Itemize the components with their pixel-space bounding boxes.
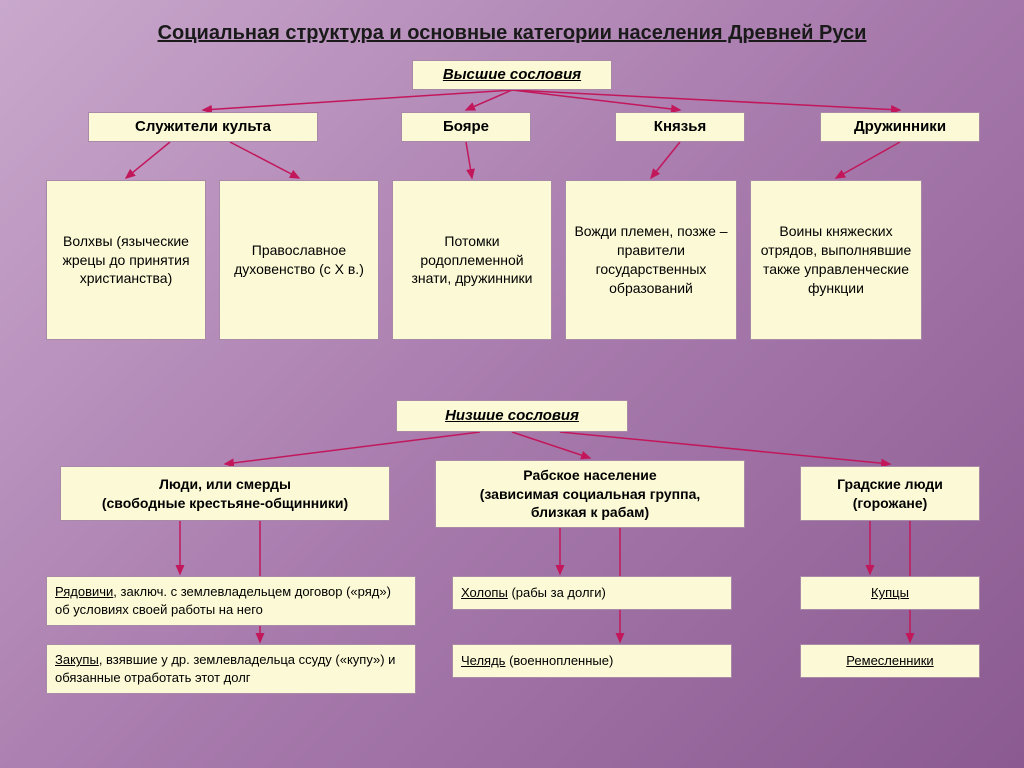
kupcy-term: Купцы <box>871 584 909 602</box>
kholopy-term: Холопы <box>461 585 508 600</box>
chelyad-rest: (военнопленные) <box>505 653 613 668</box>
zakupy-term: Закупы <box>55 652 99 667</box>
smerdy-l1: Люди, или смерды <box>159 475 291 494</box>
city-l2: (горожане) <box>853 494 928 513</box>
princes-category: Князья <box>615 112 745 142</box>
city-l1: Градские люди <box>837 475 943 494</box>
kholopy-box: Холопы (рабы за долги) <box>452 576 732 610</box>
ryadovichi-box: Рядовичи, заключ. с землевладельцем дого… <box>46 576 416 626</box>
princes-desc: Вожди племен, позже – правители государс… <box>565 180 737 340</box>
clergy-category: Служители культа <box>88 112 318 142</box>
lower-estates-header: Низшие сословия <box>396 400 628 432</box>
remesl-box: Ремесленники <box>800 644 980 678</box>
boyars-desc: Потомки родоплеменной знати, дружинники <box>392 180 552 340</box>
ryadovichi-term: Рядовичи <box>55 584 113 599</box>
remesl-term: Ремесленники <box>846 652 933 670</box>
kupcy-box: Купцы <box>800 576 980 610</box>
orthodox-desc: Православное духовенство (с X в.) <box>219 180 379 340</box>
volkhvy-desc: Волхвы (языческие жрецы до принятия хрис… <box>46 180 206 340</box>
druzhina-desc: Воины княжеских отрядов, выполнявшие так… <box>750 180 922 340</box>
slaves-l2: (зависимая социальная группа, <box>480 485 701 504</box>
smerdy-l2: (свободные крестьяне-общинники) <box>102 494 348 513</box>
slaves-l3: близкая к рабам) <box>531 503 649 522</box>
slaves-category: Рабское население (зависимая социальная … <box>435 460 745 528</box>
zakupy-rest: , взявшие у др. землевладельца ссуду («к… <box>55 652 395 685</box>
city-category: Градские люди (горожане) <box>800 466 980 521</box>
zakupy-box: Закупы, взявшие у др. землевладельца ссу… <box>46 644 416 694</box>
chelyad-term: Челядь <box>461 653 505 668</box>
upper-estates-header: Высшие сословия <box>412 60 612 90</box>
boyars-category: Бояре <box>401 112 531 142</box>
smerdy-category: Люди, или смерды (свободные крестьяне-об… <box>60 466 390 521</box>
diagram-title: Социальная структура и основные категори… <box>0 22 1024 45</box>
druzhina-category: Дружинники <box>820 112 980 142</box>
chelyad-box: Челядь (военнопленные) <box>452 644 732 678</box>
slaves-l1: Рабское население <box>523 466 656 485</box>
kholopy-rest: (рабы за долги) <box>508 585 606 600</box>
